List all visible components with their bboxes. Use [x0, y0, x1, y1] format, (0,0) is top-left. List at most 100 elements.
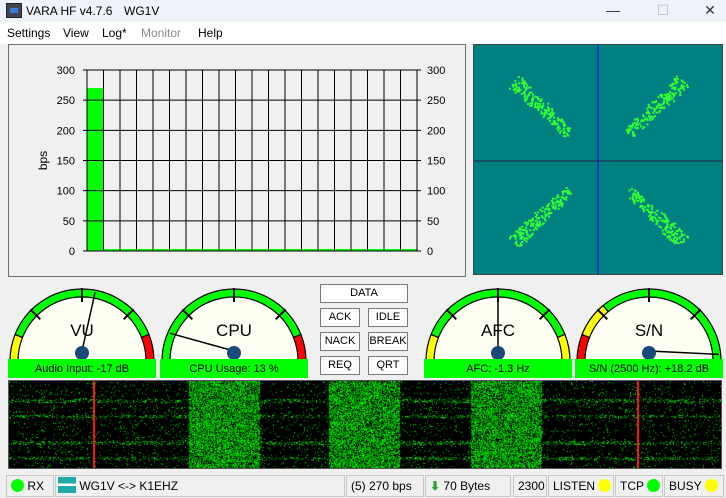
constellation-point [661, 219, 664, 222]
minimize-icon[interactable]: — [606, 2, 620, 18]
constellation-point [545, 214, 548, 217]
constellation-point [652, 107, 655, 110]
constellation-point [652, 111, 655, 114]
constellation-point [520, 228, 523, 231]
constellation-point [675, 230, 678, 233]
menu-settings[interactable]: Settings [7, 26, 51, 40]
constellation-point [647, 205, 650, 208]
constellation-point [551, 201, 554, 204]
constellation-point [517, 229, 520, 232]
constellation-point [548, 208, 551, 211]
constellation-point [667, 93, 670, 96]
constellation-point [515, 83, 518, 86]
constellation-point [627, 132, 630, 135]
constellation-point [651, 205, 654, 208]
constellation-point [686, 235, 689, 238]
constellation-point [642, 114, 645, 117]
y-tick-label-right: 150 [427, 156, 445, 168]
constellation-point [638, 196, 641, 199]
gauge-needle [81, 292, 96, 352]
constellation-point [672, 95, 675, 98]
constellation-point [667, 103, 670, 106]
constellation-point [679, 87, 682, 90]
constellation-point [663, 100, 666, 103]
constellation-point [670, 238, 673, 241]
y-tick-label-left: 250 [57, 95, 75, 107]
constellation-point [520, 234, 523, 237]
constellation-point [530, 219, 533, 222]
constellation-point [644, 118, 647, 121]
constellation-point [648, 115, 651, 118]
constellation-point [630, 126, 633, 129]
constellation-point [562, 135, 565, 138]
constellation-point [543, 217, 546, 220]
constellation-point [629, 125, 632, 128]
constellation-point [541, 107, 544, 110]
bar [136, 249, 153, 251]
constellation-point [666, 102, 669, 105]
listen-status: LISTEN [548, 475, 614, 497]
constellation-point [678, 236, 681, 239]
menu-help[interactable]: Help [198, 26, 223, 40]
constellation-point [525, 82, 528, 85]
constellation-point [641, 205, 644, 208]
constellation-point [556, 195, 559, 198]
constellation-point [683, 238, 686, 241]
constellation-point [666, 231, 669, 234]
constellation-point [518, 82, 521, 85]
constellation-point [668, 238, 671, 241]
busy-status: BUSY [664, 475, 724, 497]
constellation-point [563, 124, 566, 127]
constellation-point [648, 106, 651, 109]
constellation-point [518, 90, 521, 93]
constellation-point [529, 86, 532, 89]
constellation-point [674, 231, 677, 234]
constellation-point [652, 101, 655, 104]
constellation-point [676, 241, 679, 244]
constellation-point [522, 232, 525, 235]
constellation-point [557, 207, 560, 210]
constellation-point [542, 222, 545, 225]
bar [318, 249, 335, 251]
constellation-point [630, 125, 633, 128]
constellation-point [663, 96, 666, 99]
constellation-point [640, 125, 643, 128]
constellation-point [634, 199, 637, 202]
constellation-point [628, 130, 631, 133]
constellation-point [529, 102, 532, 105]
close-icon[interactable]: ✕ [704, 2, 716, 18]
constellation-point [540, 210, 543, 213]
constellation-point [526, 95, 529, 98]
constellation-point [523, 80, 526, 83]
constellation-point [520, 231, 523, 234]
constellation-point [657, 104, 660, 107]
constellation-point [528, 219, 531, 222]
constellation-point [536, 217, 539, 220]
gauge-label: CPU Usage: 13 % [189, 363, 278, 375]
menu-view[interactable]: View [63, 26, 89, 40]
gauge-tick [596, 308, 608, 320]
constellation-point [674, 239, 677, 242]
constellation-point [545, 109, 548, 112]
constellation-point [643, 209, 646, 212]
constellation-point [651, 218, 654, 221]
constellation-point [671, 87, 674, 90]
constellation-point [647, 103, 650, 106]
waterfall-canvas [9, 381, 721, 468]
constellation-point [525, 221, 528, 224]
listen-led-icon [598, 479, 612, 492]
constellation-point [662, 213, 665, 216]
maximize-icon[interactable]: ☐ [656, 2, 670, 18]
constellation-point [547, 212, 550, 215]
constellation-point [668, 234, 671, 237]
constellation-point [651, 216, 654, 219]
constellation-point [665, 95, 668, 98]
constellation-point [548, 202, 551, 205]
constellation-point [665, 227, 668, 230]
menu-log[interactable]: Log* [102, 26, 127, 40]
constellation-point [631, 124, 634, 127]
constellation-point [666, 93, 669, 96]
constellation-point [518, 244, 521, 247]
constellation-point [659, 226, 662, 229]
constellation-point [635, 196, 638, 199]
